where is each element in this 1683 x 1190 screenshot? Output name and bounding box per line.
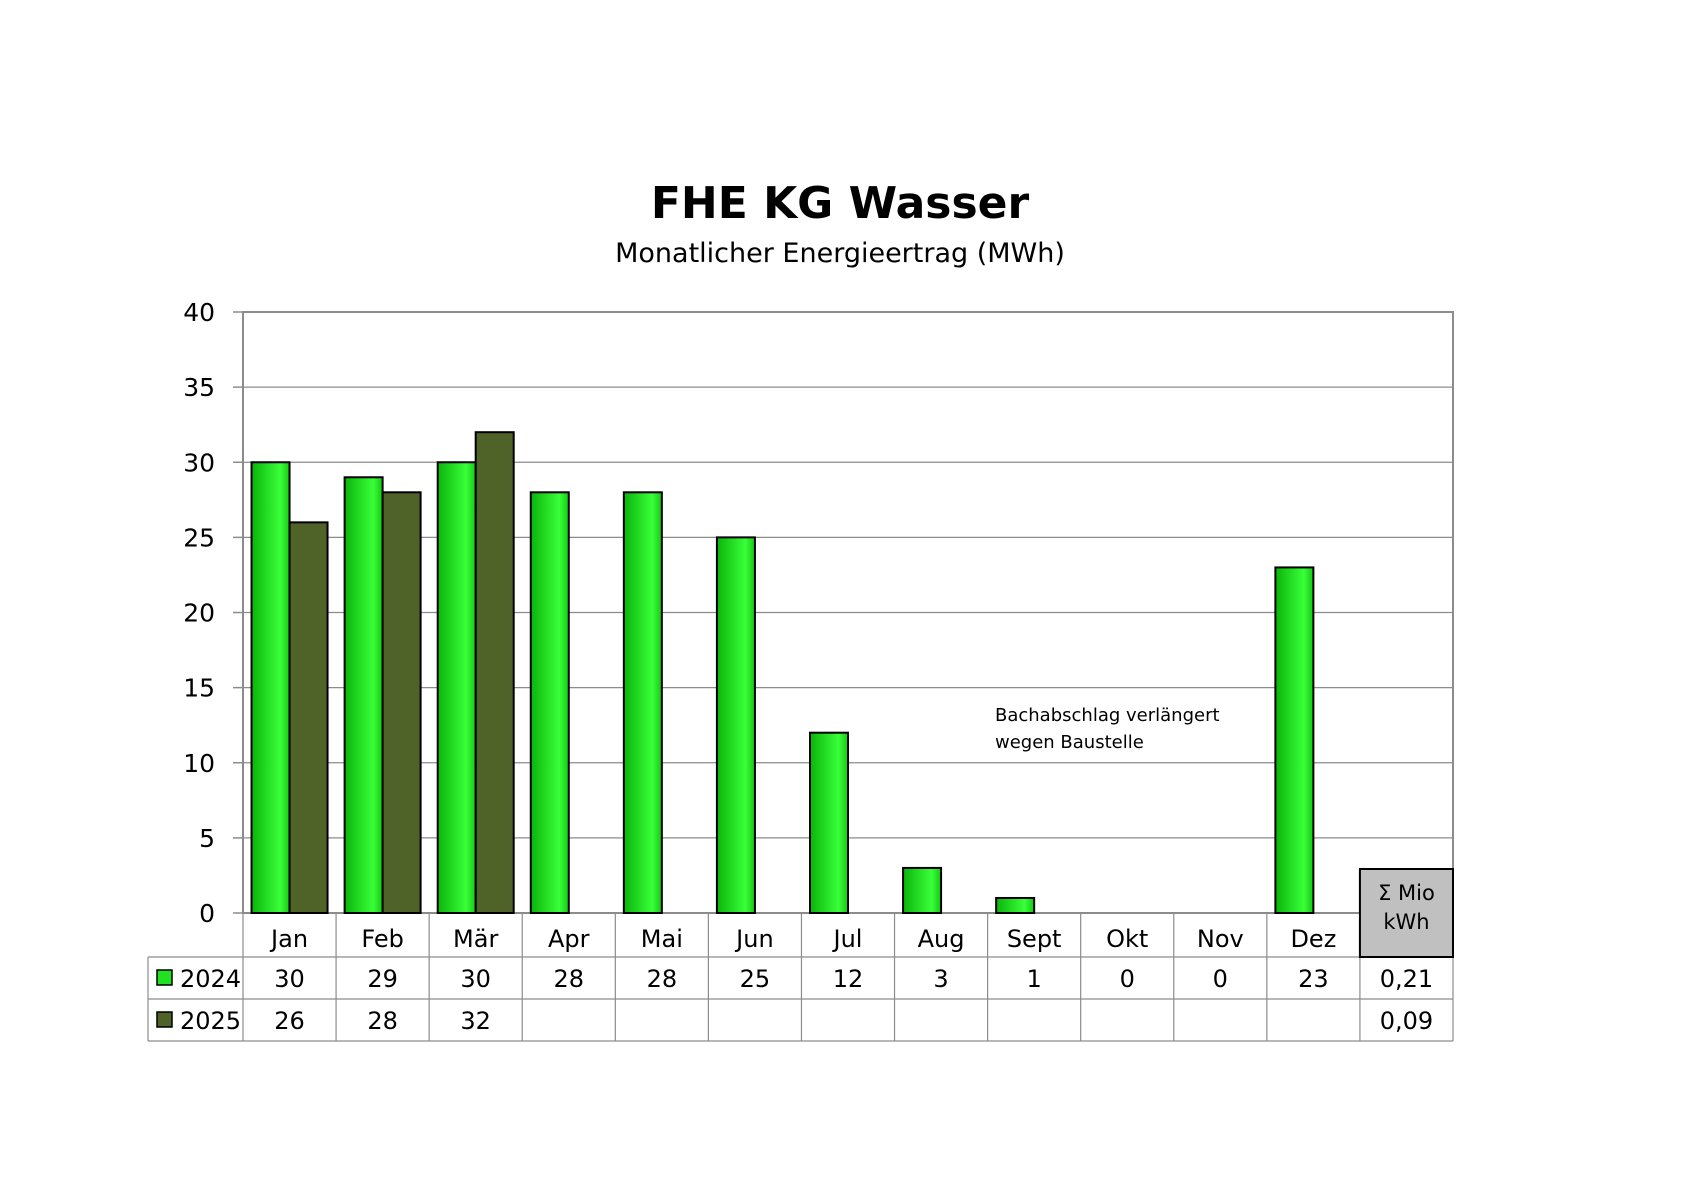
x-tick-label: Feb	[361, 925, 404, 953]
bar-2024-Mär	[436, 461, 477, 914]
x-tick-label: Aug	[918, 925, 965, 953]
chart-subtitle: Monatlicher Energieertrag (MWh)	[615, 238, 1065, 269]
legend-swatch-2024	[156, 969, 173, 986]
table-cell: 30	[460, 965, 491, 993]
x-tick-label: Jan	[269, 925, 308, 953]
bar-2024-Jan	[250, 461, 291, 914]
x-tick-label: Sept	[1007, 925, 1062, 953]
x-tick-label: Jun	[734, 925, 774, 953]
sum-header-line-2: kWh	[1383, 910, 1429, 934]
bar-2024-Aug	[902, 866, 943, 914]
x-tick-label: Okt	[1106, 925, 1148, 953]
bar-2025-Jan	[288, 521, 329, 914]
y-tick-label: 30	[183, 448, 215, 477]
table-cell: 23	[1298, 965, 1329, 993]
x-tick-label: Apr	[548, 925, 590, 953]
legend-swatch-2025	[156, 1011, 173, 1028]
y-tick-label: 5	[199, 824, 215, 853]
x-tick-label: Nov	[1197, 925, 1244, 953]
table-cell: 32	[460, 1007, 491, 1035]
table-sum-cell: 0,09	[1380, 1007, 1433, 1035]
bar-2024-Dez	[1274, 566, 1315, 914]
bar-2025-Feb	[381, 491, 422, 914]
bar-2024-Feb	[343, 476, 384, 914]
table-sum-cell: 0,21	[1380, 965, 1433, 993]
table-cell: 25	[740, 965, 771, 993]
table-cell: 3	[933, 965, 948, 993]
y-tick-label: 35	[183, 373, 215, 402]
bar-2024-Apr	[529, 491, 570, 914]
x-tick-label: Jul	[832, 925, 863, 953]
bar-2024-Jul	[809, 731, 849, 915]
sum-header-box	[1358, 868, 1455, 958]
y-tick-label: 25	[183, 523, 215, 552]
y-tick-label: 20	[183, 599, 215, 628]
bar-2025-Mär	[474, 431, 515, 914]
y-tick-label: 40	[183, 298, 215, 327]
annotation-line-2: wegen Baustelle	[995, 732, 1144, 753]
annotation-line-1: Bachabschlag verlängert	[995, 705, 1220, 726]
table-cell: 0	[1213, 965, 1228, 993]
x-tick-label: Dez	[1290, 925, 1336, 953]
x-tick-label: Mär	[453, 925, 498, 953]
table-cell: 26	[274, 1007, 305, 1035]
legend-label-2025: 2025	[180, 1007, 241, 1035]
table-cell: 29	[367, 965, 398, 993]
y-tick-label: 0	[199, 899, 215, 928]
table-cell: 28	[647, 965, 678, 993]
bar-2024-Sept	[995, 896, 1036, 914]
table-cell: 28	[367, 1007, 398, 1035]
chart-title: FHE KG Wasser	[651, 178, 1030, 229]
table-cell: 1	[1027, 965, 1042, 993]
table-cell: 0	[1120, 965, 1135, 993]
plot-area: 0 5 10 15 20 25 30 35 40 Jan Feb Mär Apr Mai Jun Jul Aug…	[183, 298, 1454, 953]
bar-2024-Mai	[622, 491, 663, 914]
x-tick-label: Mai	[641, 925, 683, 953]
bar-2024-Jun	[715, 536, 756, 914]
sum-header-line-1: Σ Mio	[1378, 881, 1435, 905]
table-cell: 12	[833, 965, 864, 993]
table-cell: 28	[553, 965, 584, 993]
y-tick-label: 15	[183, 674, 215, 703]
legend-label-2024: 2024	[180, 965, 241, 993]
table-cell: 30	[274, 965, 305, 993]
y-tick-label: 10	[183, 749, 215, 778]
